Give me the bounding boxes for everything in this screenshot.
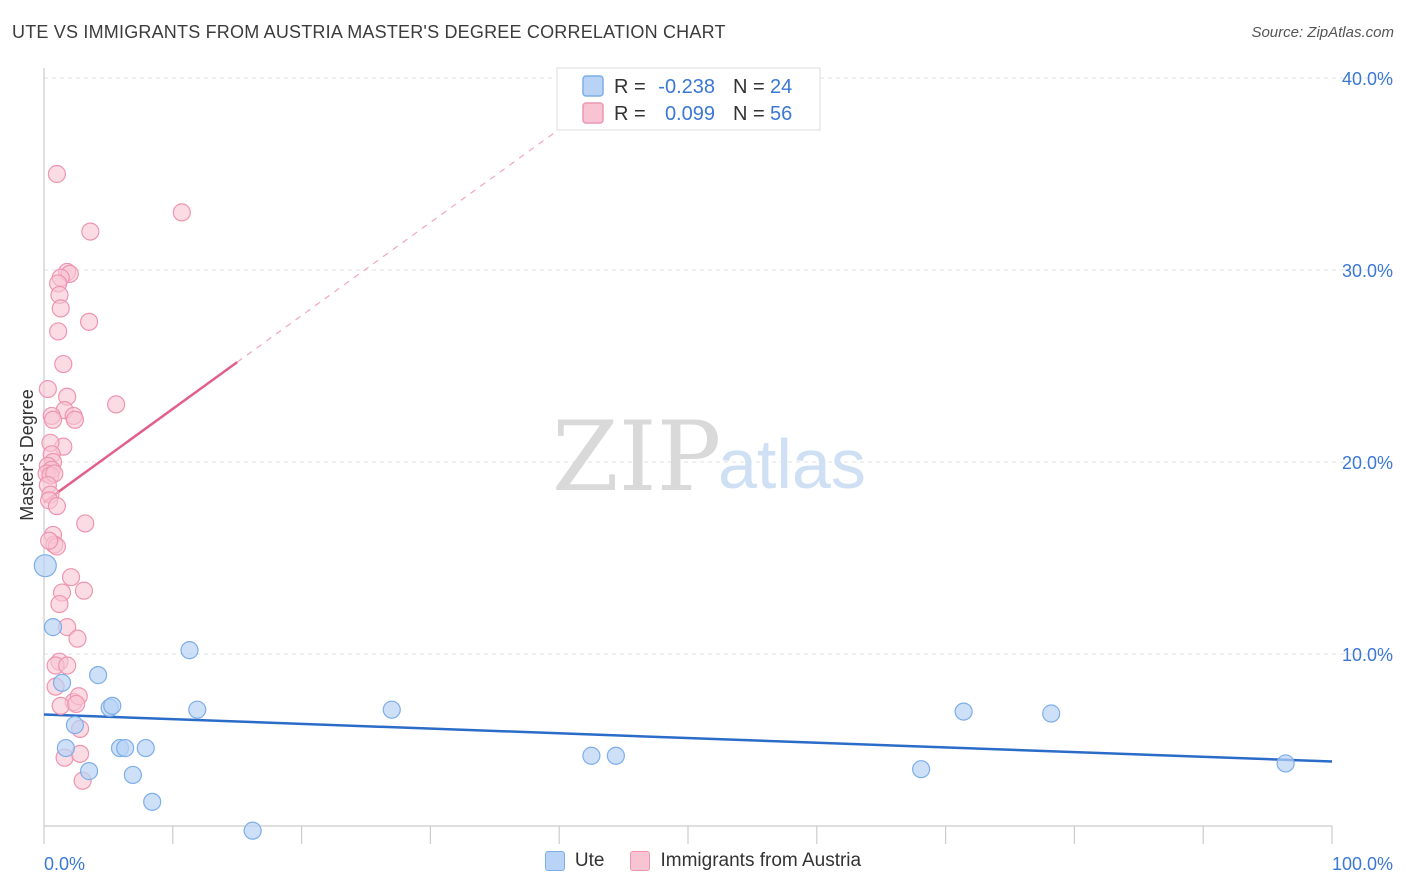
data-point-ute-20 (912, 760, 931, 779)
data-point-austria-19 (43, 410, 63, 429)
data-point-ute-2 (52, 673, 72, 692)
data-point-ute-8 (103, 696, 122, 715)
data-point-ute-10 (116, 738, 135, 758)
series-legend-item-austria: Immigrants from Austria (630, 850, 861, 872)
legend-n-value-austria: 56 (770, 103, 792, 125)
y-tick-label-20: 20.0% (1342, 453, 1393, 473)
data-point-ute-17 (382, 700, 401, 719)
data-point-ute-6 (88, 666, 108, 685)
data-point-austria-55 (67, 694, 86, 714)
data-point-austria-46 (58, 656, 77, 675)
series-ute (33, 554, 1295, 840)
data-point-austria-14 (107, 395, 126, 414)
gridlines (44, 77, 1394, 655)
data-point-austria-2 (81, 222, 100, 241)
series-legend: Ute Immigrants from Austria (0, 850, 1406, 872)
y-tick-label-40: 40.0% (1342, 69, 1393, 89)
y-tick-label-10: 10.0% (1342, 645, 1393, 665)
legend-n-label-austria: N = (733, 103, 765, 125)
data-point-ute-12 (136, 738, 155, 758)
watermark-zip: ZIP (552, 401, 721, 513)
legend-n-value-ute: 24 (770, 76, 792, 98)
data-point-austria-8 (51, 299, 70, 318)
data-point-ute-21 (954, 702, 973, 721)
data-point-austria-38 (61, 568, 81, 587)
watermark: ZIP atlas (552, 401, 866, 513)
data-point-austria-10 (49, 322, 68, 341)
data-point-ute-14 (180, 641, 199, 660)
data-point-ute-1 (43, 618, 63, 637)
legend-swatch-austria (582, 102, 604, 124)
data-point-austria-12 (38, 379, 57, 399)
data-point-austria-41 (50, 594, 69, 614)
trend-line-austria (43, 361, 238, 504)
source-credit: Source: ZipAtlas.com (1251, 24, 1394, 41)
y-axis-label: Master's Degree (17, 389, 37, 520)
data-point-austria-50 (51, 696, 70, 715)
x-axis-ticks (43, 826, 1333, 844)
series-legend-swatch-austria (630, 851, 651, 871)
data-point-ute-18 (582, 746, 601, 765)
data-point-austria-0 (47, 164, 66, 184)
x-tick-label-min: 0.0% (44, 854, 85, 874)
legend-r-value-austria: 0.099 (665, 103, 715, 125)
y-tick-label-30: 30.0% (1342, 261, 1393, 281)
legend-r-label-austria: R = (614, 103, 646, 125)
correlation-legend: R = -0.238 N = 24 R = 0.099 N = 56 (556, 67, 821, 131)
watermark-atlas: atlas (718, 425, 866, 503)
trend-lines (43, 110, 1333, 763)
data-point-austria-11 (54, 354, 73, 374)
data-point-austria-9 (79, 312, 99, 331)
data-point-austria-17 (65, 410, 85, 429)
data-point-ute-5 (79, 762, 99, 781)
data-point-austria-39 (74, 581, 94, 600)
data-point-ute-16 (243, 821, 262, 840)
data-point-ute-22 (1042, 704, 1061, 723)
legend-r-value-ute: -0.238 (658, 76, 715, 98)
trend-line-ute (43, 713, 1333, 763)
data-point-austria-37 (40, 531, 59, 550)
data-point-ute-15 (188, 700, 207, 719)
data-point-austria-33 (76, 514, 95, 533)
data-point-ute-13 (143, 792, 162, 811)
legend-n-label-ute: N = (733, 76, 765, 98)
data-point-ute-23 (1276, 754, 1295, 773)
data-point-ute-3 (56, 738, 75, 758)
x-tick-label-max: 100.0% (1332, 854, 1393, 874)
series-legend-swatch-ute (544, 851, 565, 871)
data-point-austria-43 (68, 629, 87, 648)
data-point-austria-32 (47, 497, 66, 516)
data-point-ute-11 (123, 765, 142, 785)
trend-line-austria-extension (236, 110, 586, 363)
series-legend-item-ute: Ute (544, 850, 605, 872)
series-legend-label-austria: Immigrants from Austria (660, 850, 862, 871)
data-point-ute-0 (33, 554, 57, 578)
chart-title: UTE VS IMMIGRANTS FROM AUSTRIA MASTER'S … (12, 22, 726, 42)
series-immigrants-from-austria (37, 164, 191, 790)
series-legend-label-ute: Ute (574, 850, 605, 871)
data-point-austria-1 (172, 203, 191, 222)
data-point-ute-19 (606, 746, 625, 765)
y-axis-tick-labels: 10.0% 20.0% 30.0% 40.0% (1342, 69, 1393, 665)
legend-r-label-ute: R = (614, 76, 646, 98)
data-point-ute-4 (65, 715, 85, 735)
legend-swatch-ute (582, 75, 604, 97)
